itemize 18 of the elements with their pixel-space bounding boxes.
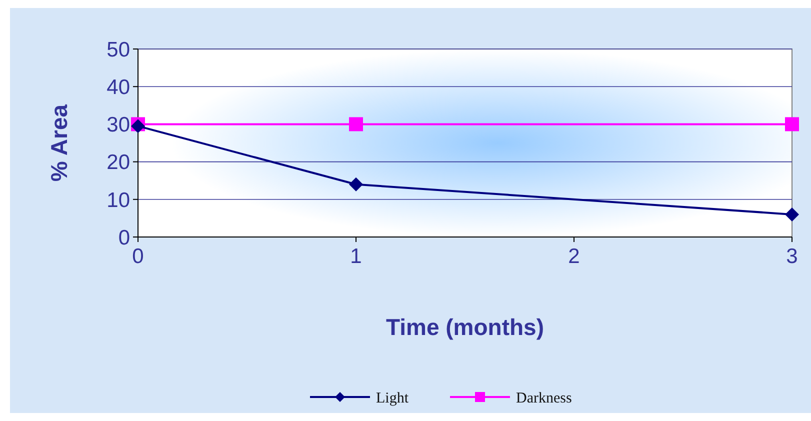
point xyxy=(349,117,363,132)
y-tick-label: 20 xyxy=(106,151,130,174)
x-tick-label: 3 xyxy=(786,245,798,268)
y-tick-label: 30 xyxy=(106,114,130,137)
y-tick-label: 40 xyxy=(106,76,130,99)
x-tick-label: 2 xyxy=(568,245,580,268)
y-tick-label: 10 xyxy=(106,188,130,212)
point xyxy=(785,207,799,222)
y-axis-title: % Area xyxy=(46,104,72,182)
y-tick-label: 0 xyxy=(118,226,130,250)
x-tick-label: 1 xyxy=(350,245,362,268)
x-tick-label: 0 xyxy=(132,245,144,268)
x-axis-title: Time (months) xyxy=(386,314,544,340)
legend-label: Light xyxy=(376,390,410,406)
point xyxy=(785,117,799,132)
legend-label: Darkness xyxy=(516,390,572,406)
point xyxy=(349,177,363,192)
y-tick-label: 50 xyxy=(106,38,130,62)
